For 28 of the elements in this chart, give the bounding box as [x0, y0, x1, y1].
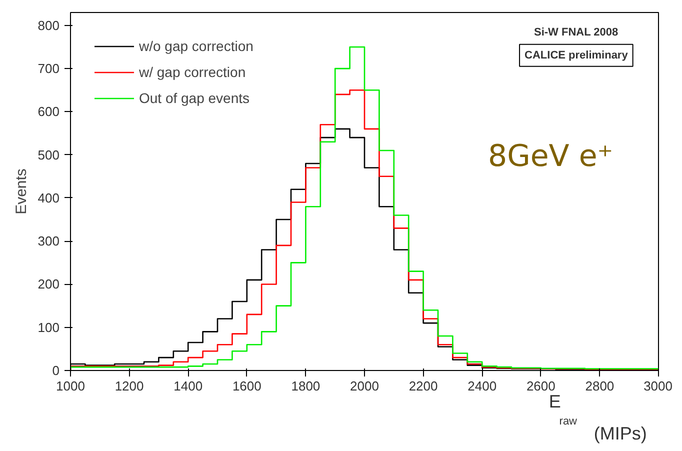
text: Eraw (MIPs): [548, 392, 647, 444]
y-tick-label: 200: [38, 276, 60, 292]
x-tick-label: 1200: [114, 378, 144, 394]
y-tick-label: 700: [38, 61, 60, 76]
x-tick-label: 1600: [232, 378, 262, 394]
x-tick-label: 2000: [350, 378, 379, 394]
annotation: CALICE preliminary: [524, 49, 629, 62]
y-tick-label: 400: [38, 190, 60, 206]
x-tick-label: 2600: [526, 378, 556, 394]
y-tick-label: 0: [52, 363, 60, 378]
legend-label: w/o gap correction: [139, 38, 254, 54]
x-tick-label: 1400: [174, 378, 203, 394]
x-tick-label: 3000: [644, 378, 672, 394]
x-tick-label: 2400: [468, 378, 497, 394]
x-tick-label: 2800: [585, 378, 614, 394]
legend-label: w/ gap correction: [139, 64, 246, 80]
x-tick-label: 2200: [408, 378, 438, 394]
y-tick-label: 800: [38, 18, 60, 33]
y-tick-label: 100: [38, 320, 60, 335]
y-tick-label: 300: [38, 234, 60, 249]
legend-label: Out of gap events: [139, 90, 250, 106]
x-tick-label: 1000: [56, 378, 85, 394]
y-tick-label: 500: [38, 147, 60, 162]
annotation: 8GeV e⁺: [488, 139, 614, 174]
y-tick-label: 600: [38, 104, 60, 120]
annotation: Si-W FNAL 2008: [534, 26, 618, 38]
y-axis-title: Events: [12, 168, 30, 214]
x-tick-label: 1800: [291, 378, 320, 394]
